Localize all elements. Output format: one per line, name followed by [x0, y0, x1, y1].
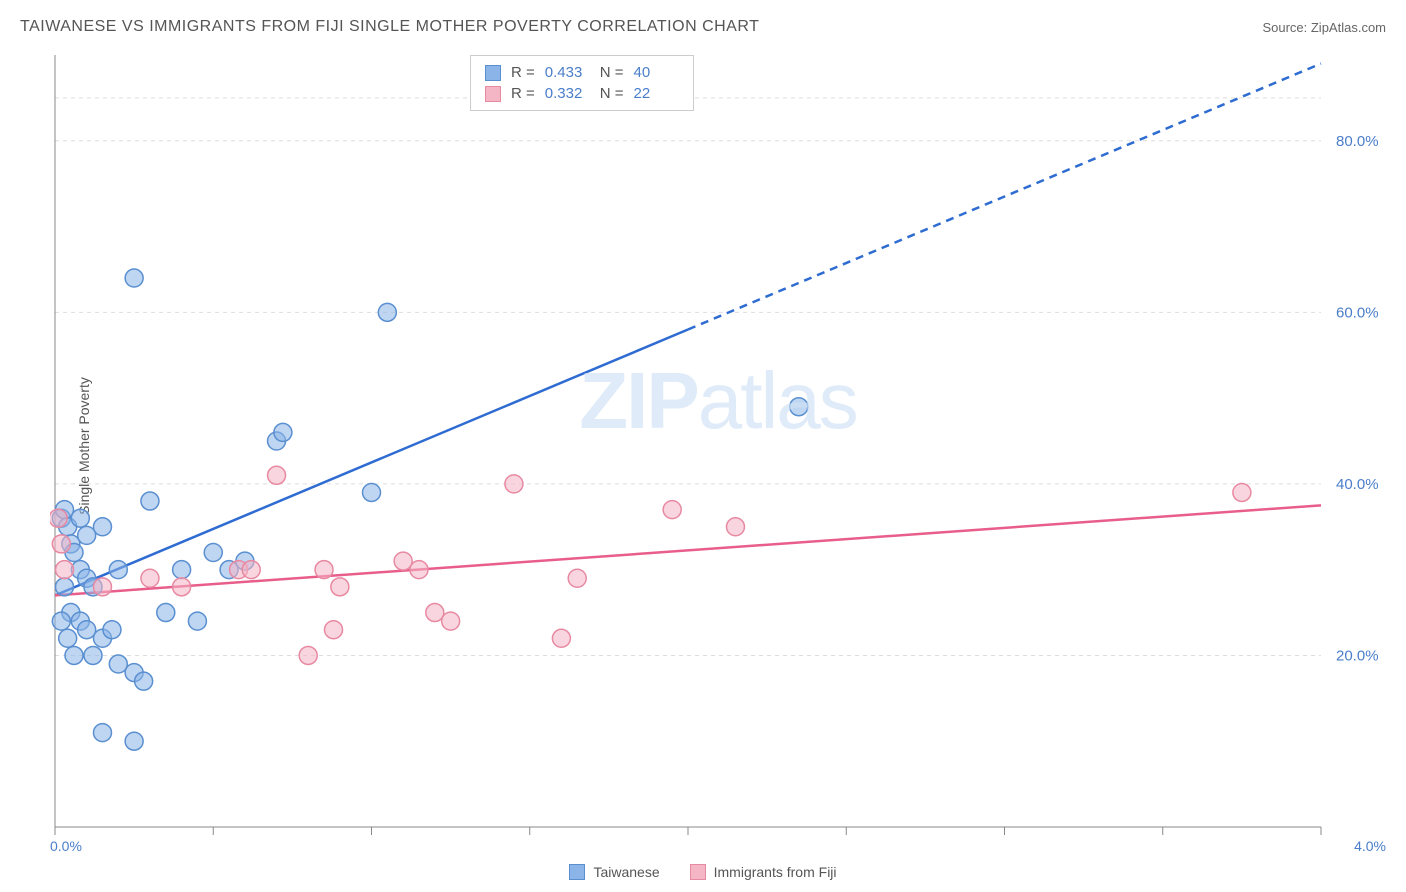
- legend-swatch: [485, 65, 501, 81]
- x-axis-max-label: 4.0%: [1354, 838, 1386, 854]
- stat-r-value: 0.433: [545, 64, 590, 81]
- svg-text:80.0%: 80.0%: [1336, 133, 1379, 150]
- svg-text:60.0%: 60.0%: [1336, 304, 1379, 321]
- stats-legend: R = 0.433 N = 40 R = 0.332 N = 22: [470, 55, 694, 111]
- stat-r-value: 0.332: [545, 85, 590, 102]
- stats-row: R = 0.433 N = 40: [485, 62, 679, 83]
- scatter-chart: 20.0% 40.0% 60.0% 80.0%: [50, 50, 1386, 847]
- chart-container: 20.0%40.0%60.0%80.0% ZIPatlas R = 0.433 …: [50, 50, 1386, 847]
- source-label: Source: ZipAtlas.com: [1262, 20, 1386, 35]
- legend-swatch: [485, 86, 501, 102]
- legend-label: Immigrants from Fiji: [714, 864, 837, 880]
- stat-r-label: R =: [511, 64, 535, 81]
- stat-n-label: N =: [600, 85, 624, 102]
- stat-n-value: 40: [634, 64, 679, 81]
- legend-swatch: [569, 864, 585, 880]
- legend-item: Taiwanese: [569, 864, 659, 880]
- stat-r-label: R =: [511, 85, 535, 102]
- svg-text:20.0%: 20.0%: [1336, 647, 1379, 664]
- stats-row: R = 0.332 N = 22: [485, 83, 679, 104]
- legend-swatch: [690, 864, 706, 880]
- bottom-legend: Taiwanese Immigrants from Fiji: [0, 864, 1406, 880]
- legend-label: Taiwanese: [593, 864, 659, 880]
- chart-title: TAIWANESE VS IMMIGRANTS FROM FIJI SINGLE…: [20, 18, 759, 36]
- legend-item: Immigrants from Fiji: [690, 864, 837, 880]
- x-axis-min-label: 0.0%: [50, 838, 82, 854]
- svg-text:40.0%: 40.0%: [1336, 476, 1379, 493]
- stat-n-value: 22: [634, 85, 679, 102]
- stat-n-label: N =: [600, 64, 624, 81]
